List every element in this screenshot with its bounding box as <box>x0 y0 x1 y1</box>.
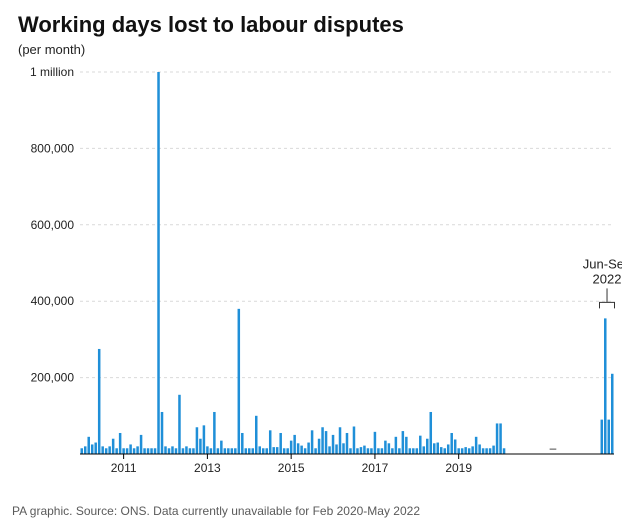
svg-text:2019: 2019 <box>445 461 472 475</box>
svg-text:2013: 2013 <box>194 461 221 475</box>
chart-card: Working days lost to labour disputes (pe… <box>0 0 640 528</box>
svg-text:–: – <box>550 441 557 455</box>
svg-text:800,000: 800,000 <box>31 141 75 155</box>
svg-text:2022: 2022 <box>593 271 622 286</box>
chart-title: Working days lost to labour disputes <box>18 12 404 38</box>
svg-text:400,000: 400,000 <box>31 294 75 308</box>
svg-text:600,000: 600,000 <box>31 218 75 232</box>
bar-chart: 200,000 400,000 600,000 800,000 1 million – 20… <box>18 62 622 482</box>
svg-text:Jun-Sep: Jun-Sep <box>583 256 622 271</box>
svg-text:2011: 2011 <box>111 461 137 475</box>
chart-subtitle: (per month) <box>18 42 85 57</box>
svg-text:1 million: 1 million <box>30 65 74 79</box>
svg-text:200,000: 200,000 <box>31 371 75 385</box>
svg-text:2017: 2017 <box>362 461 389 475</box>
svg-text:2015: 2015 <box>278 461 305 475</box>
chart-source: PA graphic. Source: ONS. Data currently … <box>12 504 420 518</box>
